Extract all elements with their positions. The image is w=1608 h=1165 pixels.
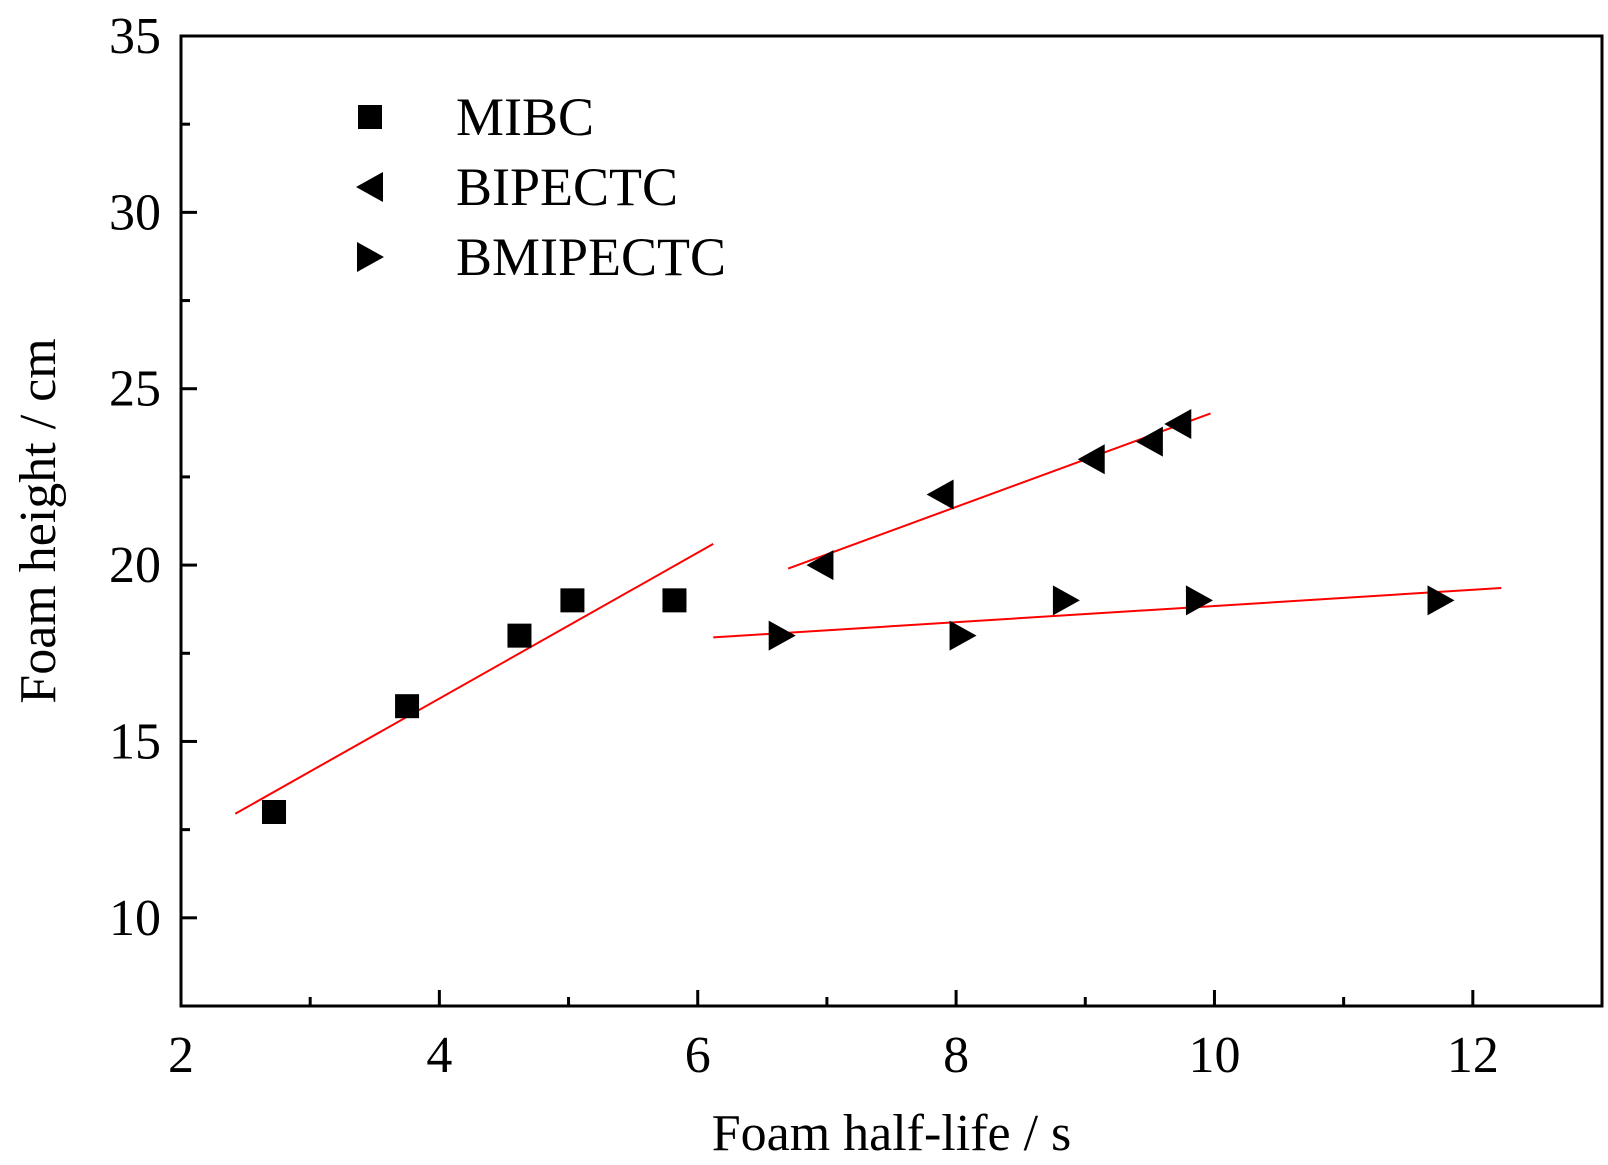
legend-label-mibc: MIBC [456, 87, 594, 147]
y-tick-label: 35 [109, 8, 161, 65]
x-tick-label: 12 [1447, 1027, 1499, 1084]
legend-label-bipectc: BIPECTC [456, 157, 678, 217]
x-tick-label: 10 [1188, 1027, 1240, 1084]
y-tick-label: 30 [109, 184, 161, 241]
data-point-bipectc [806, 550, 834, 581]
x-tick-label: 4 [426, 1027, 452, 1084]
x-axis-title: Foam half-life / s [712, 1105, 1072, 1162]
data-markers [262, 409, 1455, 824]
data-point-bmipectc [1185, 585, 1213, 616]
plot-frame [179, 34, 1604, 1008]
y-tick-label: 10 [109, 890, 161, 947]
legend-marker-mibc [358, 105, 382, 129]
x-tick-label: 8 [943, 1027, 969, 1084]
fit-line-mibc [234, 543, 714, 815]
x-tick-label: 2 [168, 1027, 194, 1084]
legend-label-bmipectc: BMIPECTC [456, 227, 726, 287]
y-tick-label: 15 [109, 713, 161, 770]
data-point-bipectc [1164, 409, 1192, 439]
data-point-bipectc [926, 479, 954, 510]
legend-marker-bmipectc [357, 242, 384, 272]
legend-marker-bipectc [356, 172, 383, 202]
data-point-bipectc [1077, 444, 1105, 475]
data-point-bmipectc [949, 620, 977, 651]
y-axis-title: Foam height / cm [10, 338, 67, 703]
y-tick-label: 20 [109, 537, 161, 594]
data-point-bmipectc [768, 620, 796, 651]
y-tick-label: 25 [109, 361, 161, 418]
data-point-mibc [662, 588, 687, 613]
data-point-bmipectc [1427, 585, 1455, 616]
legend: MIBC BIPECTC BMIPECTC [356, 87, 726, 287]
data-point-bipectc [1135, 426, 1163, 457]
data-point-mibc [560, 588, 585, 613]
x-axis-ticks: 2 4 6 8 10 12 [168, 990, 1604, 1084]
data-point-mibc [507, 623, 532, 648]
x-tick-label: 6 [685, 1027, 711, 1084]
y-axis-ticks: 10 15 20 25 30 35 [109, 8, 197, 1008]
fit-line-bmipectc [713, 587, 1502, 639]
data-point-mibc [395, 694, 420, 719]
fit-lines [234, 412, 1502, 815]
data-point-bmipectc [1052, 585, 1080, 616]
data-point-mibc [262, 800, 287, 824]
